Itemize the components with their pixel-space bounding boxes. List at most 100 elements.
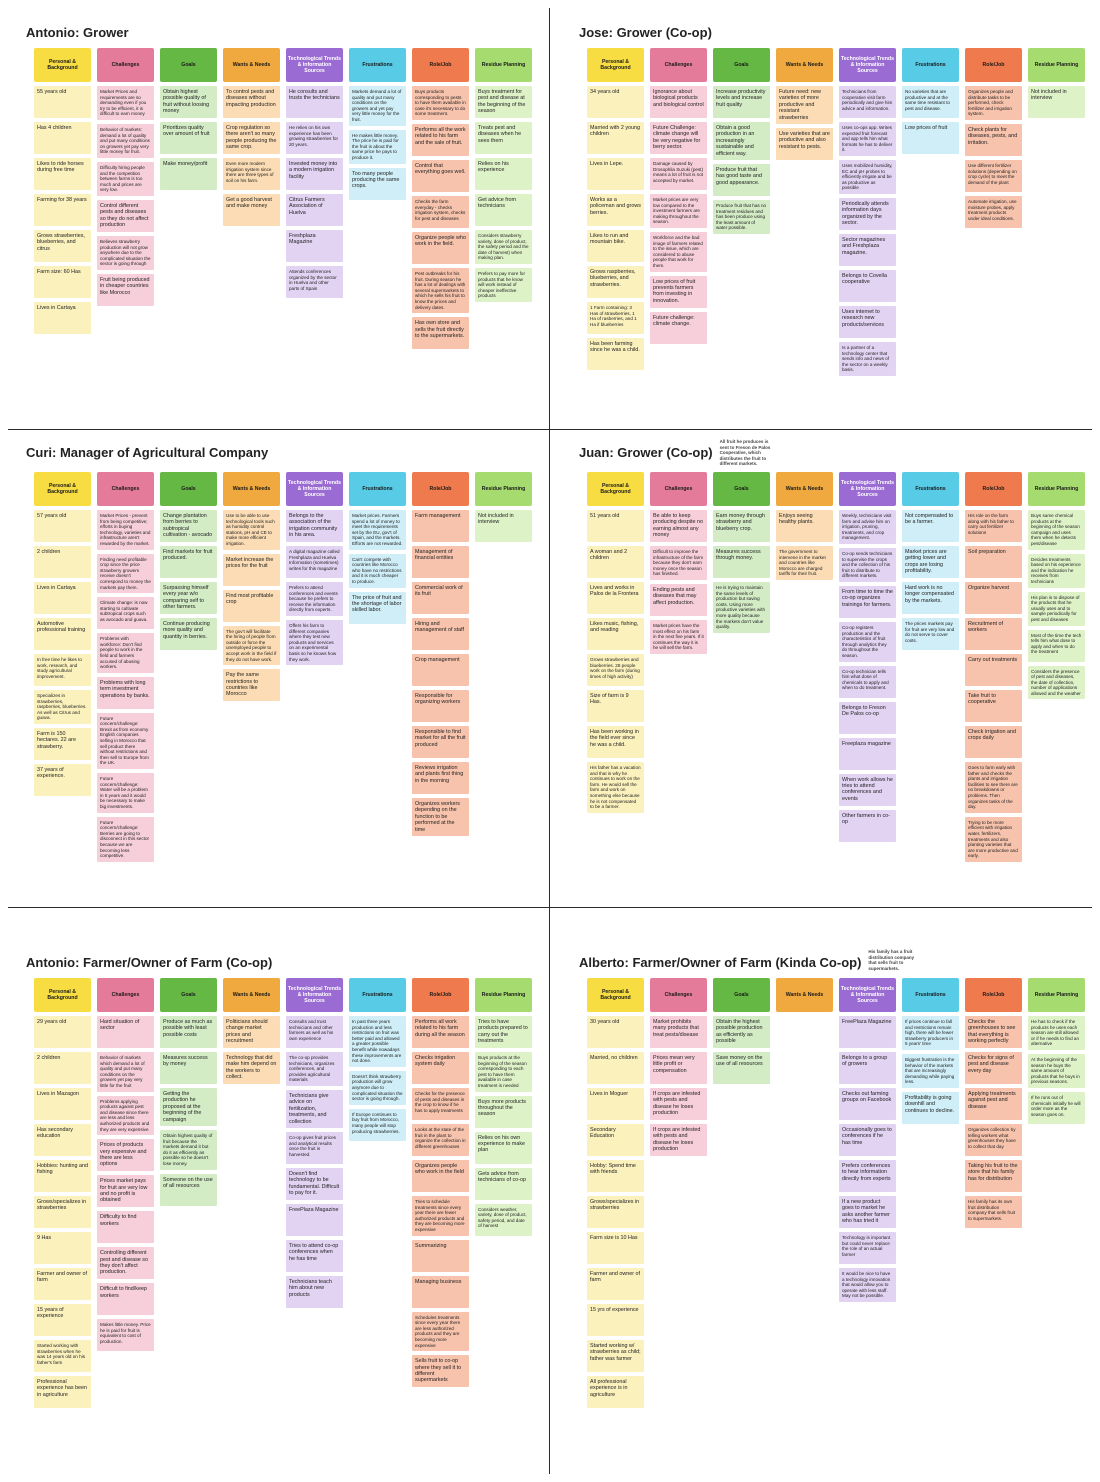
sticky-note[interactable]: Get advice from technicians <box>475 194 532 226</box>
sticky-note[interactable]: FreePlaza Magazine <box>286 1204 343 1236</box>
sticky-note[interactable]: Organizes people and distribute tasks to… <box>965 86 1022 120</box>
sticky-note[interactable]: Be able to keep producing despite no ear… <box>650 510 707 542</box>
sticky-note[interactable]: 15 years of experience <box>34 1304 91 1336</box>
sticky-note[interactable]: Belongs to Covella cooperative <box>839 269 896 302</box>
sticky-note[interactable]: If prices continue to fall and restricti… <box>902 1016 959 1050</box>
sticky-note[interactable]: Checks irrigation system daily <box>412 1052 469 1084</box>
sticky-note[interactable]: Buys products at the beginning of the se… <box>475 1052 532 1092</box>
sticky-note[interactable]: Checks out farming groups on Facebook <box>839 1088 896 1120</box>
sticky-note[interactable]: Responsible to find market for all the f… <box>412 726 469 758</box>
sticky-note[interactable]: Problems applying products against pest … <box>97 1095 154 1136</box>
sticky-note[interactable]: FreePlaza Magazine <box>839 1016 896 1048</box>
sticky-note[interactable]: Occasionally goes to conferences if he h… <box>839 1124 896 1156</box>
sticky-note[interactable]: Hard situation of sector <box>97 1016 154 1048</box>
sticky-note[interactable]: Freshplaza Magazine <box>286 230 343 262</box>
sticky-note[interactable]: Goes to farm early with father and check… <box>965 762 1022 813</box>
sticky-note[interactable]: Prices mean very little profit or compen… <box>650 1052 707 1084</box>
sticky-note[interactable]: If he runs out of chemicals initially he… <box>1028 1091 1085 1124</box>
sticky-note[interactable]: Prices market pays for fruit are very lo… <box>97 1175 154 1208</box>
sticky-note[interactable]: If Europe continues to buy fruit from Mo… <box>349 1108 406 1141</box>
sticky-note[interactable]: Crop management <box>412 654 469 686</box>
sticky-note[interactable]: He has to check if the products he uses … <box>1028 1016 1085 1050</box>
sticky-note[interactable]: He relies on his own experience has been… <box>286 122 343 154</box>
sticky-note[interactable]: Future concern/challenge: Brexit as from… <box>97 712 154 770</box>
sticky-note[interactable]: Crop regulation so there aren't so many … <box>223 122 280 154</box>
sticky-note[interactable]: Check irrigation and crops daily <box>965 726 1022 758</box>
sticky-note[interactable]: Someone on the use of all resources <box>160 1173 217 1206</box>
sticky-note[interactable]: Sells fruit to co-op where they sell it … <box>412 1355 469 1388</box>
sticky-note[interactable]: Behavior of markets which demand a lot o… <box>97 1052 154 1092</box>
sticky-note[interactable]: Find markets for fruit produced. <box>160 546 217 578</box>
sticky-note[interactable]: Grows/specializes in strawberries <box>587 1196 644 1228</box>
sticky-note[interactable]: Lives in Cartaya <box>34 582 91 614</box>
sticky-note[interactable]: Offers his farm to different companies w… <box>286 619 343 666</box>
sticky-note[interactable]: Treats pest and diseases when he sees th… <box>475 122 532 154</box>
sticky-note[interactable]: Take fruit to cooperative <box>965 690 1022 722</box>
sticky-note[interactable]: Tries to attend co-op conferences when h… <box>286 1240 343 1272</box>
sticky-note[interactable]: Belongs to Freson De Palos co-op <box>839 701 896 734</box>
sticky-note[interactable]: Workforce and the bad image of farmers r… <box>650 231 707 272</box>
sticky-note[interactable]: Continue producing more quality and quan… <box>160 618 217 650</box>
sticky-note[interactable]: Farm size is 10 Has <box>587 1232 644 1264</box>
sticky-note[interactable]: Looks at the state of the fruit in the p… <box>412 1124 469 1156</box>
sticky-note[interactable]: Technicians from cooperative visit farm … <box>839 86 896 118</box>
sticky-note[interactable]: Earn money through strawberry and bluebe… <box>713 510 770 542</box>
sticky-note[interactable]: Hiring and management of staff <box>412 618 469 650</box>
sticky-note[interactable]: Automotive professional training <box>34 618 91 650</box>
sticky-note[interactable]: Has 4 children <box>34 122 91 154</box>
sticky-note[interactable]: Farmer and owner of farm <box>34 1268 91 1300</box>
sticky-note[interactable]: Technology that did make him depend on t… <box>223 1052 280 1084</box>
sticky-note[interactable]: Likes to ride horses during free time <box>34 158 91 190</box>
sticky-note[interactable]: Controlling different pest and disease s… <box>97 1247 154 1280</box>
sticky-note[interactable]: Produce fruit that has good taste and go… <box>713 164 770 197</box>
sticky-note[interactable]: Obtain highest possible quality of fruit… <box>160 86 217 118</box>
sticky-note[interactable]: Not included in interview <box>475 510 532 542</box>
sticky-note[interactable]: Grows strawberries and blueberries. 28 p… <box>587 654 644 686</box>
sticky-note[interactable]: Summarizing <box>412 1239 469 1272</box>
sticky-note[interactable]: Produce as much as possible with least p… <box>160 1016 217 1048</box>
sticky-note[interactable]: Management of financial entities <box>412 546 469 578</box>
sticky-note[interactable]: Market Prices - prevent from being compe… <box>97 510 154 550</box>
sticky-note[interactable]: Low prices of fruit prevents farmers fro… <box>650 275 707 308</box>
sticky-note[interactable]: Lives in Lepe. <box>587 158 644 190</box>
sticky-note[interactable]: His role on the farm along with his fath… <box>965 510 1022 542</box>
sticky-note[interactable]: Grows raspberries, blueberries, and stra… <box>587 266 644 298</box>
sticky-note[interactable]: Co-op sends technicians to supervise the… <box>839 547 896 582</box>
sticky-note[interactable]: Hobby: Spend time with friends <box>587 1160 644 1192</box>
sticky-note[interactable]: Pest outbreaks for his fruit. During sea… <box>412 267 469 314</box>
sticky-note[interactable]: Invested money into a modern irrigation … <box>286 158 343 190</box>
sticky-note[interactable]: Market prohibits many products that trea… <box>650 1016 707 1048</box>
sticky-note[interactable]: Buys products corresponding to pests to … <box>412 86 469 120</box>
sticky-note[interactable]: Co-op registers production and the chara… <box>839 621 896 662</box>
sticky-note[interactable]: Lives in Cartaya <box>34 302 91 334</box>
sticky-note[interactable]: Organize people who work in the field. <box>412 231 469 264</box>
sticky-note[interactable]: Market prices have the most effect on hi… <box>650 619 707 654</box>
sticky-note[interactable]: 1 Farm containing: 3 Has of strawberries… <box>587 302 644 334</box>
sticky-note[interactable]: Weekly, technicians visit farm and advis… <box>839 510 896 544</box>
sticky-note[interactable]: Market prices are getting lower and crop… <box>902 546 959 578</box>
sticky-note[interactable]: It would be nice to have a technology in… <box>839 1268 896 1302</box>
sticky-note[interactable]: Belongs to the association of the irriga… <box>286 510 343 542</box>
sticky-note[interactable]: Size of farm is 9 Has. <box>587 690 644 722</box>
sticky-note[interactable]: Taking his fruit to the store that his f… <box>965 1160 1022 1192</box>
sticky-note[interactable]: Difficult to find/keep workers <box>97 1283 154 1316</box>
sticky-note[interactable]: Buys treatment for pest and disease at t… <box>475 86 532 118</box>
sticky-note[interactable]: Specializes in strawberries, raspberries… <box>34 690 91 724</box>
sticky-note[interactable]: Prefers to pay more for products that he… <box>475 267 532 302</box>
sticky-note[interactable]: Commercial work of its fruit <box>412 582 469 614</box>
sticky-note[interactable]: Organizes people who work in the field <box>412 1160 469 1192</box>
sticky-note[interactable]: Use varieties that are productive and al… <box>776 128 833 161</box>
sticky-note[interactable]: Future challenge: climate change. <box>650 311 707 344</box>
sticky-note[interactable]: Organize harvest <box>965 582 1022 614</box>
sticky-note[interactable]: Can't compete with countries like Morocc… <box>349 553 406 588</box>
sticky-note[interactable]: Control that everything goes well. <box>412 159 469 192</box>
sticky-note[interactable]: Sector magazines and Freshplaza magazine… <box>839 233 896 266</box>
sticky-note[interactable]: From time to time the co-op organizes tr… <box>839 585 896 618</box>
sticky-note[interactable]: 29 years old <box>34 1016 91 1048</box>
sticky-note[interactable]: Trying to be more efficient with irrigat… <box>965 816 1022 862</box>
sticky-note[interactable]: Buys more products throughout the season <box>475 1095 532 1128</box>
sticky-note[interactable]: Profitability is going downhill and cont… <box>902 1091 959 1124</box>
sticky-note[interactable]: Damage caused by Drosophila Suzuki (pest… <box>650 158 707 190</box>
sticky-note[interactable]: Farm management <box>412 510 469 542</box>
sticky-note[interactable]: Pay the same restrictions to countries l… <box>223 669 280 702</box>
